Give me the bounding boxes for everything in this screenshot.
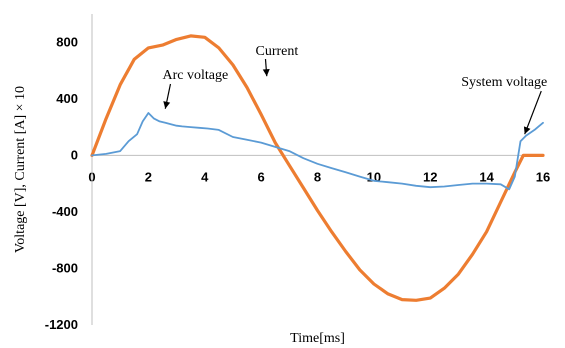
- series-layer: [90, 34, 545, 302]
- annotation-arrowhead: [163, 101, 171, 109]
- y-tick-label: 800: [56, 34, 78, 49]
- annotation-leader: [524, 90, 542, 135]
- annotation-label: System voltage: [461, 75, 547, 90]
- x-tick-label: 8: [314, 169, 321, 184]
- y-tick-label: 0: [71, 147, 78, 162]
- x-tick-label: 4: [201, 169, 209, 184]
- annotation-label: Current: [255, 44, 298, 59]
- y-tick-label: -1200: [45, 317, 78, 332]
- y-tick-label: -400: [52, 204, 78, 219]
- annotation-arrowhead: [523, 126, 531, 135]
- series-line-arc-voltage: [91, 112, 544, 191]
- x-tick-label: 16: [536, 169, 550, 184]
- y-axis-title: Voltage [V], Current [A] × 10: [13, 86, 28, 253]
- annotation-label: Arc voltage: [162, 68, 228, 83]
- x-tick-label: 14: [479, 169, 494, 184]
- x-tick-label: 2: [145, 169, 152, 184]
- x-tick-label: 12: [423, 169, 437, 184]
- annotation-layer: Current Arc voltage System voltage: [162, 44, 547, 135]
- y-axis-ticks: 800 400 0 -400 -800 -1200: [45, 34, 78, 332]
- series-line-current: [90, 34, 545, 302]
- x-tick-label: 6: [258, 169, 265, 184]
- x-axis-title: Time[ms]: [290, 331, 345, 346]
- y-tick-label: 400: [56, 91, 78, 106]
- y-tick-label: -800: [52, 260, 78, 275]
- annotation-arrowhead: [262, 68, 270, 77]
